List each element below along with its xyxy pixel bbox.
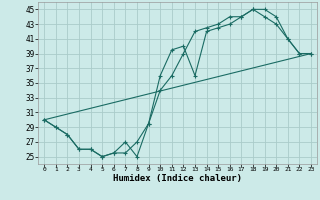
X-axis label: Humidex (Indice chaleur): Humidex (Indice chaleur) — [113, 174, 242, 183]
